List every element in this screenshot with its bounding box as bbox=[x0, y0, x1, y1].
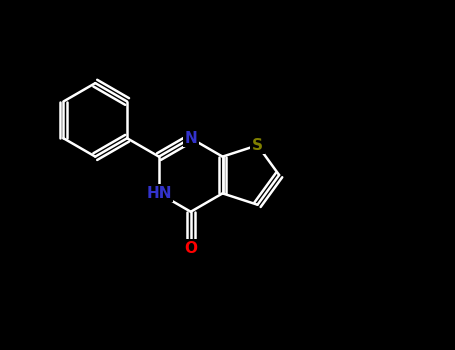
Text: HN: HN bbox=[146, 186, 172, 201]
Text: O: O bbox=[184, 241, 197, 256]
Text: S: S bbox=[252, 138, 263, 153]
Text: N: N bbox=[184, 131, 197, 146]
